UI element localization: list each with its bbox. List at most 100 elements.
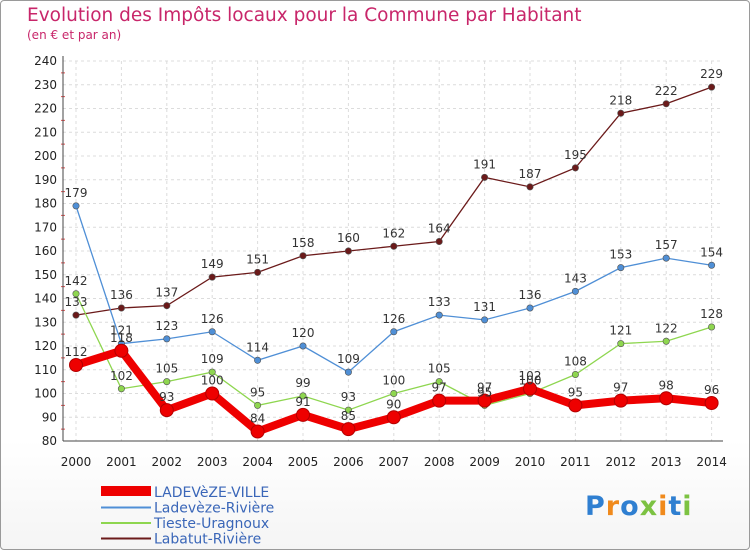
data-point — [481, 173, 489, 181]
data-point — [299, 252, 307, 260]
data-label: 109 — [337, 352, 360, 366]
data-point — [571, 370, 579, 378]
chart-subtitle: (en € et par an) — [27, 28, 122, 42]
y-tick-label: 200 — [34, 149, 57, 163]
x-tick-label: 2007 — [379, 455, 410, 469]
data-point — [659, 391, 674, 406]
chart-title: Evolution des Impôts locaux pour la Comm… — [27, 5, 582, 26]
data-label: 95 — [250, 385, 265, 399]
data-point — [662, 254, 670, 262]
data-label: 137 — [155, 286, 178, 300]
data-label: 187 — [519, 167, 542, 181]
legend-label: Ladevèze-Rivière — [154, 501, 274, 517]
y-tick-label: 160 — [34, 244, 57, 258]
data-point — [708, 323, 716, 331]
y-tick-label: 240 — [34, 54, 57, 68]
data-label: 105 — [428, 362, 451, 376]
data-label: 100 — [519, 374, 542, 388]
y-tick-label: 110 — [34, 363, 57, 377]
data-point — [72, 290, 80, 298]
x-tick-label: 2002 — [152, 455, 183, 469]
data-label: 90 — [386, 397, 401, 411]
data-label: 84 — [250, 412, 265, 426]
data-point — [205, 386, 220, 401]
data-point — [435, 378, 443, 386]
data-point — [613, 393, 628, 408]
data-point — [344, 406, 352, 414]
data-label: 136 — [110, 288, 133, 302]
data-label: 149 — [201, 257, 224, 271]
data-label: 151 — [246, 252, 269, 266]
data-label: 105 — [155, 362, 178, 376]
y-tick-label: 220 — [34, 102, 57, 116]
x-tick-label: 2005 — [288, 455, 319, 469]
data-point — [72, 202, 80, 210]
data-label: 98 — [659, 378, 674, 392]
data-label: 162 — [382, 226, 405, 240]
data-point — [208, 368, 216, 376]
data-label: 121 — [609, 324, 632, 338]
data-label: 136 — [519, 288, 542, 302]
data-label: 126 — [382, 312, 405, 326]
data-point — [617, 340, 625, 348]
data-label: 100 — [201, 374, 224, 388]
data-label: 164 — [428, 222, 451, 236]
x-tick-label: 2012 — [606, 455, 637, 469]
x-tick-label: 2004 — [242, 455, 273, 469]
data-label: 120 — [292, 326, 315, 340]
data-point — [254, 268, 262, 276]
data-point — [341, 422, 356, 437]
data-label: 191 — [473, 157, 496, 171]
legend-label: LADEVèZE-VILLE — [154, 485, 269, 501]
data-label: 114 — [246, 340, 269, 354]
data-point — [526, 304, 534, 312]
data-label: 97 — [477, 381, 492, 395]
data-label: 133 — [65, 295, 88, 309]
data-point — [526, 183, 534, 191]
data-label: 100 — [382, 374, 405, 388]
data-label: 142 — [65, 274, 88, 288]
data-label: 179 — [65, 186, 88, 200]
y-tick-label: 100 — [34, 387, 57, 401]
y-tick-label: 170 — [34, 220, 57, 234]
data-label: 102 — [110, 369, 133, 383]
y-tick-label: 80 — [42, 434, 57, 448]
x-tick-label: 2006 — [333, 455, 364, 469]
x-tick-label: 2013 — [651, 455, 682, 469]
data-point — [708, 261, 716, 269]
data-point — [296, 407, 310, 422]
data-label: 102 — [519, 369, 542, 383]
data-point — [617, 109, 625, 117]
y-tick-label: 210 — [34, 125, 57, 139]
data-label: 123 — [155, 319, 178, 333]
x-tick-label: 2008 — [424, 455, 455, 469]
data-point — [386, 410, 401, 425]
data-point — [254, 401, 262, 409]
data-point — [163, 378, 171, 386]
data-label: 126 — [201, 312, 224, 326]
data-label: 97 — [613, 381, 628, 395]
data-point — [481, 316, 489, 324]
data-point — [662, 100, 670, 108]
y-tick-label: 230 — [34, 78, 57, 92]
data-point — [163, 302, 171, 310]
data-point — [704, 396, 719, 410]
data-point — [477, 393, 492, 408]
legend-swatch — [101, 486, 151, 496]
x-tick-label: 2001 — [106, 455, 137, 469]
data-label: 109 — [201, 352, 224, 366]
data-point — [163, 335, 171, 343]
data-point — [117, 385, 125, 393]
data-label: 112 — [65, 345, 88, 359]
data-point — [617, 264, 625, 272]
data-point — [208, 273, 216, 281]
data-point — [114, 343, 129, 358]
x-tick-label: 2010 — [515, 455, 546, 469]
x-tick-label: 2003 — [197, 455, 228, 469]
y-tick-label: 150 — [34, 268, 57, 282]
data-point — [390, 328, 398, 336]
data-label: 97 — [432, 381, 447, 395]
data-label: 128 — [700, 307, 723, 321]
data-point — [568, 398, 583, 413]
